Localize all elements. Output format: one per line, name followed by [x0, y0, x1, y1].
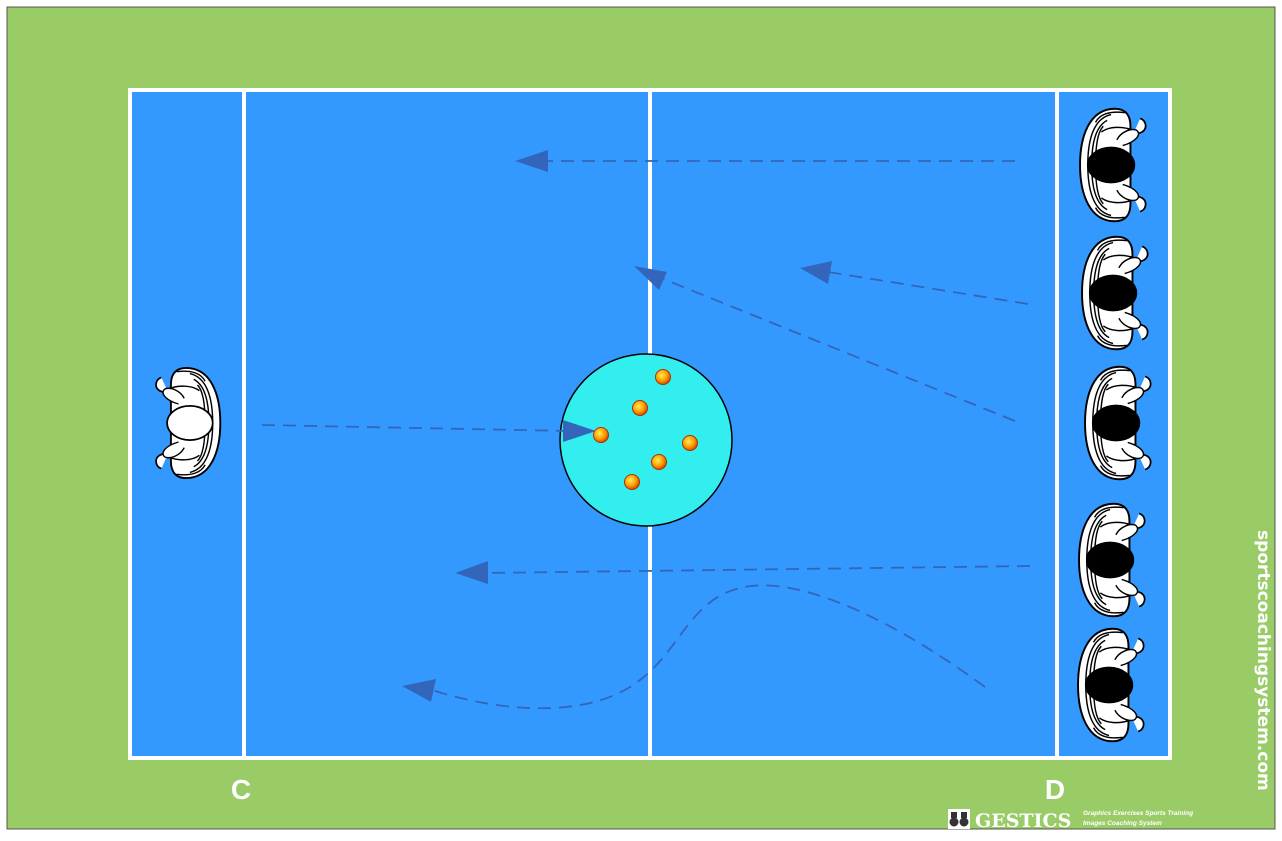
- run-path-3: [655, 275, 1016, 422]
- run-path-4: [484, 565, 1031, 574]
- player-white-icon: [155, 366, 222, 480]
- ball-icon: [593, 427, 609, 443]
- arrow-head-1: [515, 150, 548, 172]
- ball-icon: [624, 474, 640, 490]
- center-circle: [559, 353, 733, 527]
- arrow-head-5: [402, 679, 436, 702]
- arrow-head-4: [455, 561, 488, 584]
- run-path-2: [821, 270, 1029, 305]
- player-black-icon: [1078, 502, 1146, 618]
- player-black-icon: [1077, 627, 1145, 743]
- arrow-head-3: [634, 266, 667, 290]
- zone-label-c: C: [231, 774, 251, 805]
- feed-path: [261, 424, 571, 432]
- player-black-icon: [1081, 235, 1149, 351]
- player-black-icon: [1084, 365, 1152, 481]
- brand-logo: GESTICS Graphics Exercises Sports Traini…: [948, 809, 1193, 832]
- brand-tagline-2: Images Coaching System: [1083, 820, 1162, 827]
- ball-icon: [632, 400, 648, 416]
- brand-name: GESTICS: [975, 810, 1071, 832]
- arrow-head-2: [800, 261, 832, 284]
- ball-icon: [655, 369, 671, 385]
- ball-icon: [651, 454, 667, 470]
- player-black-icon: [1079, 107, 1147, 223]
- run-path-5: [431, 584, 986, 710]
- binoculars-icon: [948, 809, 970, 829]
- watermark: sportscoachingsystem.com: [1253, 530, 1273, 791]
- arrow-head-feed: [563, 420, 596, 442]
- zone-label-d: D: [1045, 774, 1065, 805]
- brand-tagline-1: Graphics Exercises Sports Training: [1083, 810, 1193, 817]
- ball-icon: [682, 435, 698, 451]
